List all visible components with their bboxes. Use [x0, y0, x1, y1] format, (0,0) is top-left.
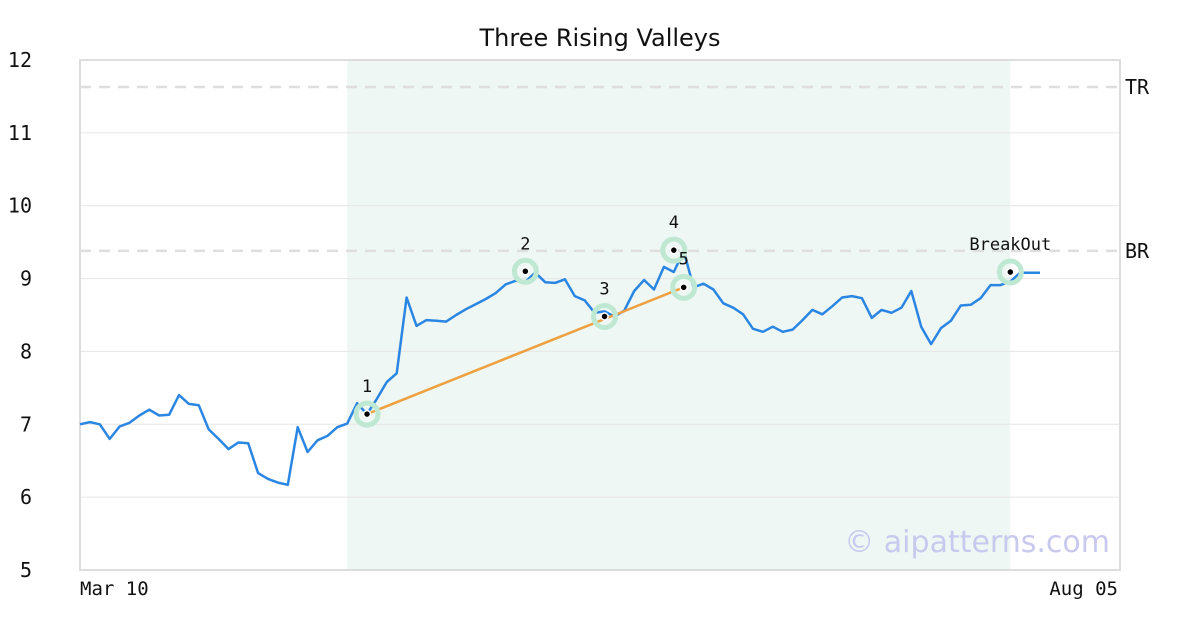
- pattern-point-halo: [511, 257, 539, 285]
- pattern-point: [521, 267, 530, 276]
- level-label: BR: [1125, 239, 1150, 263]
- pattern-point-halo: [996, 258, 1024, 286]
- pattern-point-halo: [660, 236, 688, 264]
- pattern-point-label: BreakOut: [969, 235, 1051, 255]
- y-tick-label: 5: [20, 558, 32, 582]
- y-tick-label: 12: [8, 48, 32, 72]
- pattern-point: [669, 245, 679, 255]
- watermark: © aipatterns.com: [844, 525, 1110, 560]
- pattern-point-halo: [353, 400, 381, 428]
- x-tick-label: Aug 05: [1049, 578, 1118, 600]
- y-tick-label: 7: [20, 412, 32, 436]
- chart-title: Three Rising Valleys: [479, 24, 721, 52]
- pattern-point-label: 1: [362, 377, 372, 397]
- pattern-point: [600, 312, 609, 321]
- pattern-point-label: 5: [679, 249, 689, 269]
- pattern-region: [347, 60, 1011, 570]
- trendline: [366, 286, 685, 416]
- plot-frame: [79, 59, 1121, 571]
- pattern-point: [679, 283, 688, 292]
- x-tick-label: Mar 10: [80, 578, 149, 600]
- pattern-point-label: 4: [669, 213, 679, 233]
- pattern-point-halo: [670, 273, 698, 301]
- pattern-point-label: 3: [599, 279, 609, 299]
- pattern-point: [362, 409, 372, 419]
- y-tick-label: 10: [8, 194, 32, 218]
- y-tick-label: 8: [20, 339, 32, 363]
- y-tick-label: 6: [20, 485, 32, 509]
- pattern-point-label: 2: [520, 234, 530, 254]
- level-label: TR: [1125, 75, 1150, 99]
- pattern-point-halo: [591, 302, 619, 330]
- y-tick-label: 11: [8, 121, 32, 145]
- y-tick-label: 9: [20, 267, 32, 291]
- pattern-point: [1006, 267, 1015, 277]
- price-line: [79, 249, 1040, 487]
